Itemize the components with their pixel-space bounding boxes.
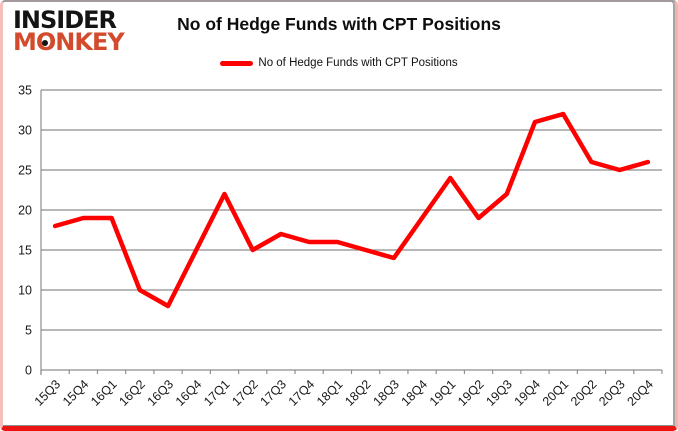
y-axis-tick-label: 20 (18, 204, 32, 218)
x-axis-tick-label: 20Q2 (568, 377, 600, 409)
logo-insider-text: INSIDER (13, 6, 117, 34)
x-axis-tick-label: 17Q2 (229, 377, 261, 409)
x-axis-tick-label: 20Q1 (540, 377, 572, 409)
x-axis-tick-label: 17Q3 (258, 377, 290, 409)
y-axis-tick-label: 35 (18, 84, 32, 98)
x-axis-tick-label: 19Q3 (483, 377, 515, 409)
y-axis-tick-label: 25 (18, 164, 32, 178)
x-axis-tick-label: 17Q1 (201, 377, 233, 409)
x-axis-tick-label: 18Q3 (370, 377, 402, 409)
x-axis-tick-label: 16Q2 (116, 377, 148, 409)
x-axis-tick-label: 17Q4 (286, 377, 318, 409)
y-axis-tick-label: 30 (18, 124, 32, 138)
x-axis-tick-label: 20Q4 (624, 377, 656, 409)
logo-monkey-text: MONKEY (13, 28, 125, 56)
x-axis-tick-label: 18Q4 (399, 377, 431, 409)
x-axis-tick-label: 16Q3 (145, 377, 177, 409)
y-axis-tick-label: 10 (18, 284, 32, 298)
x-axis-tick-label: 18Q1 (314, 377, 346, 409)
x-axis-tick-label: 20Q3 (596, 377, 628, 409)
legend-line-swatch-icon (220, 60, 254, 66)
legend: No of Hedge Funds with CPT Positions (3, 57, 675, 69)
chart-title: No of Hedge Funds with CPT Positions (177, 14, 501, 34)
x-axis-tick-label: 19Q4 (512, 377, 544, 409)
x-axis-tick-label: 15Q3 (32, 377, 64, 409)
y-axis-tick-label: 5 (25, 324, 32, 338)
monkey-eye-icon (42, 40, 48, 46)
series-line (52, 111, 651, 309)
line-chart: 0510152025303515Q315Q416Q116Q216Q316Q417… (18, 84, 663, 409)
x-axis-tick-label: 15Q4 (60, 377, 92, 409)
x-axis-tick-label: 18Q2 (342, 377, 374, 409)
y-axis-tick-label: 0 (25, 364, 32, 378)
y-axis-tick-label: 15 (18, 244, 32, 258)
x-axis-tick-label: 19Q1 (427, 377, 459, 409)
x-axis-tick-label: 16Q4 (173, 377, 205, 409)
x-axis-tick-label: 16Q1 (88, 377, 120, 409)
insider-monkey-logo: INSIDER MONKEY (13, 6, 125, 56)
x-axis-tick-label: 19Q2 (455, 377, 487, 409)
legend-label: No of Hedge Funds with CPT Positions (258, 57, 458, 69)
